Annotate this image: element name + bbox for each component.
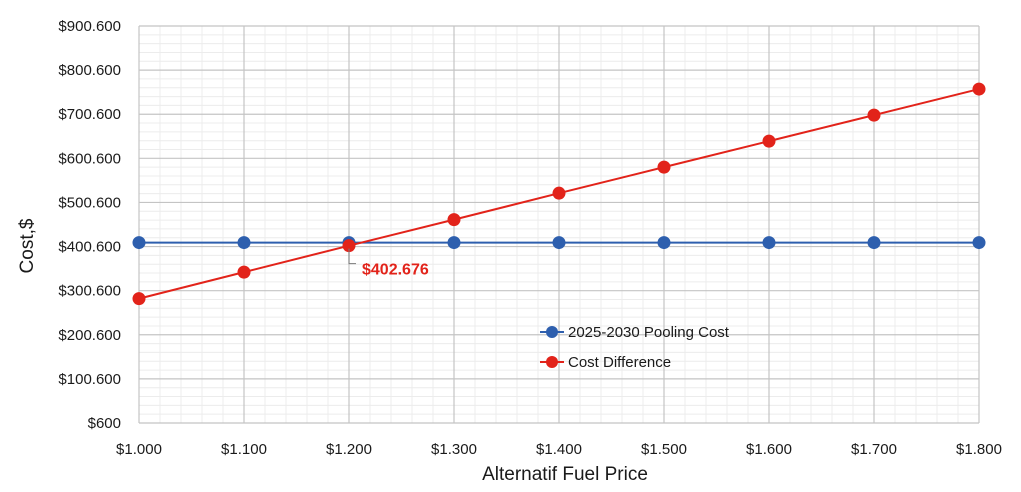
x-tick-label: $1.600 — [746, 441, 792, 458]
legend-entry-pooling-cost: 2025-2030 Pooling Cost — [540, 324, 730, 341]
data-point-cost-difference — [237, 265, 251, 279]
x-tick-label: $1.100 — [221, 441, 267, 458]
annotation-layer: $402.676 — [348, 248, 429, 279]
data-point-cost-difference — [867, 108, 881, 122]
data-point-cost-difference — [132, 292, 146, 306]
x-tick-label: $1.300 — [431, 441, 477, 458]
data-point-pooling-cost — [552, 236, 566, 250]
x-axis-tick-labels: $1.000 $1.100 $1.200 $1.300 $1.400 $1.500 $1.6… — [116, 441, 1002, 458]
x-tick-label: $1.800 — [956, 441, 1002, 458]
y-tick-label: $600 — [88, 415, 121, 432]
x-tick-label: $1.000 — [116, 441, 162, 458]
data-point-pooling-cost — [237, 236, 251, 250]
data-point-cost-difference — [762, 134, 776, 148]
data-point-pooling-cost — [762, 236, 776, 250]
major-gridlines — [138, 25, 980, 424]
data-point-cost-difference — [972, 82, 986, 96]
data-point-cost-difference — [447, 213, 461, 227]
y-axis-tick-labels: $600 $100.600 $200.600 $300.600 $400.600 $500… — [58, 18, 121, 432]
data-point-pooling-cost — [972, 236, 986, 250]
data-point-cost-difference — [552, 186, 566, 200]
x-axis-title: Alternatif Fuel Price — [482, 464, 648, 485]
series-layer — [132, 82, 986, 306]
y-tick-label: $300.600 — [58, 283, 121, 300]
legend-label-cost-difference: Cost Difference — [568, 354, 671, 371]
legend-marker-cost-difference — [546, 356, 558, 368]
x-tick-label: $1.700 — [851, 441, 897, 458]
data-point-pooling-cost — [447, 236, 461, 250]
x-tick-label: $1.500 — [641, 441, 687, 458]
y-tick-label: $100.600 — [58, 371, 121, 388]
data-point-cost-difference — [657, 160, 671, 174]
y-axis-title: Cost,$ — [17, 218, 38, 273]
y-tick-label: $800.600 — [58, 62, 121, 79]
y-tick-label: $600.600 — [58, 150, 121, 167]
legend-marker-pooling-cost — [546, 326, 558, 338]
x-tick-label: $1.400 — [536, 441, 582, 458]
legend-label-pooling-cost: 2025-2030 Pooling Cost — [568, 324, 730, 341]
x-tick-label: $1.200 — [326, 441, 372, 458]
y-tick-label: $500.600 — [58, 194, 121, 211]
data-point-pooling-cost — [132, 236, 146, 250]
legend-entry-cost-difference: Cost Difference — [540, 354, 671, 371]
y-tick-label: $900.600 — [58, 18, 121, 35]
y-tick-label: $400.600 — [58, 239, 121, 256]
legend: 2025-2030 Pooling Cost Cost Difference — [540, 324, 730, 371]
y-tick-label: $200.600 — [58, 327, 121, 344]
data-point-pooling-cost — [657, 236, 671, 250]
annotation-label: $402.676 — [362, 262, 429, 279]
data-point-cost-difference — [342, 239, 356, 253]
annotation-leader-line — [348, 248, 356, 265]
y-tick-label: $700.600 — [58, 106, 121, 123]
data-point-pooling-cost — [867, 236, 881, 250]
